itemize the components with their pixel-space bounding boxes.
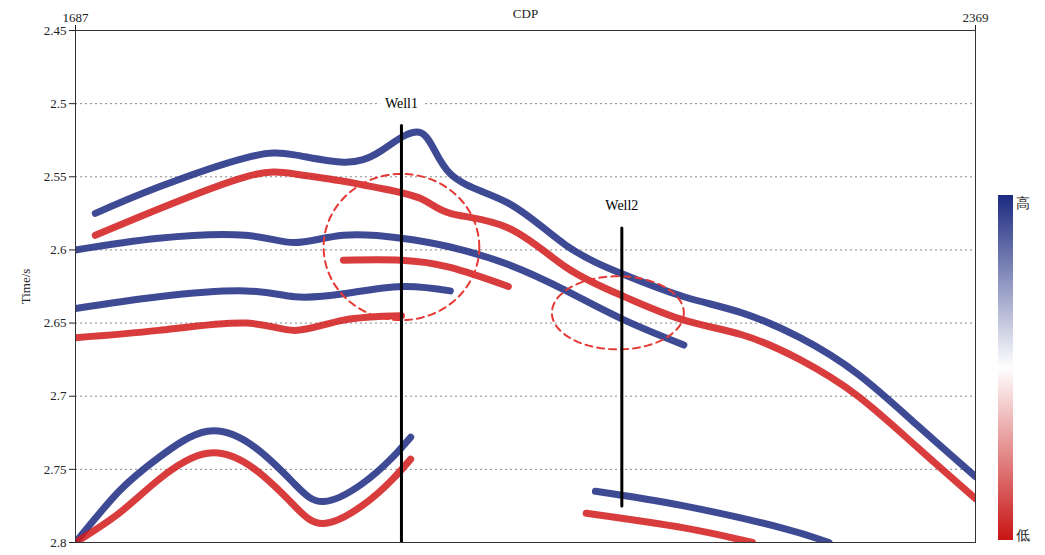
svg-text:Time/s: Time/s	[18, 269, 33, 305]
svg-text:2.6: 2.6	[50, 242, 67, 257]
svg-text:Well1: Well1	[385, 96, 418, 111]
svg-text:2.55: 2.55	[44, 169, 67, 184]
svg-text:2.75: 2.75	[44, 462, 67, 477]
svg-text:高: 高	[1016, 195, 1030, 211]
svg-text:1687: 1687	[63, 10, 90, 25]
svg-text:2369: 2369	[963, 10, 989, 25]
svg-text:2.45: 2.45	[44, 23, 67, 38]
svg-text:低: 低	[1016, 527, 1030, 543]
svg-text:2.8: 2.8	[50, 535, 66, 550]
svg-text:2.5: 2.5	[50, 96, 66, 111]
svg-text:2.7: 2.7	[50, 388, 67, 403]
svg-text:CDP: CDP	[513, 6, 538, 21]
svg-text:2.65: 2.65	[44, 315, 67, 330]
svg-text:Well2: Well2	[605, 198, 638, 213]
